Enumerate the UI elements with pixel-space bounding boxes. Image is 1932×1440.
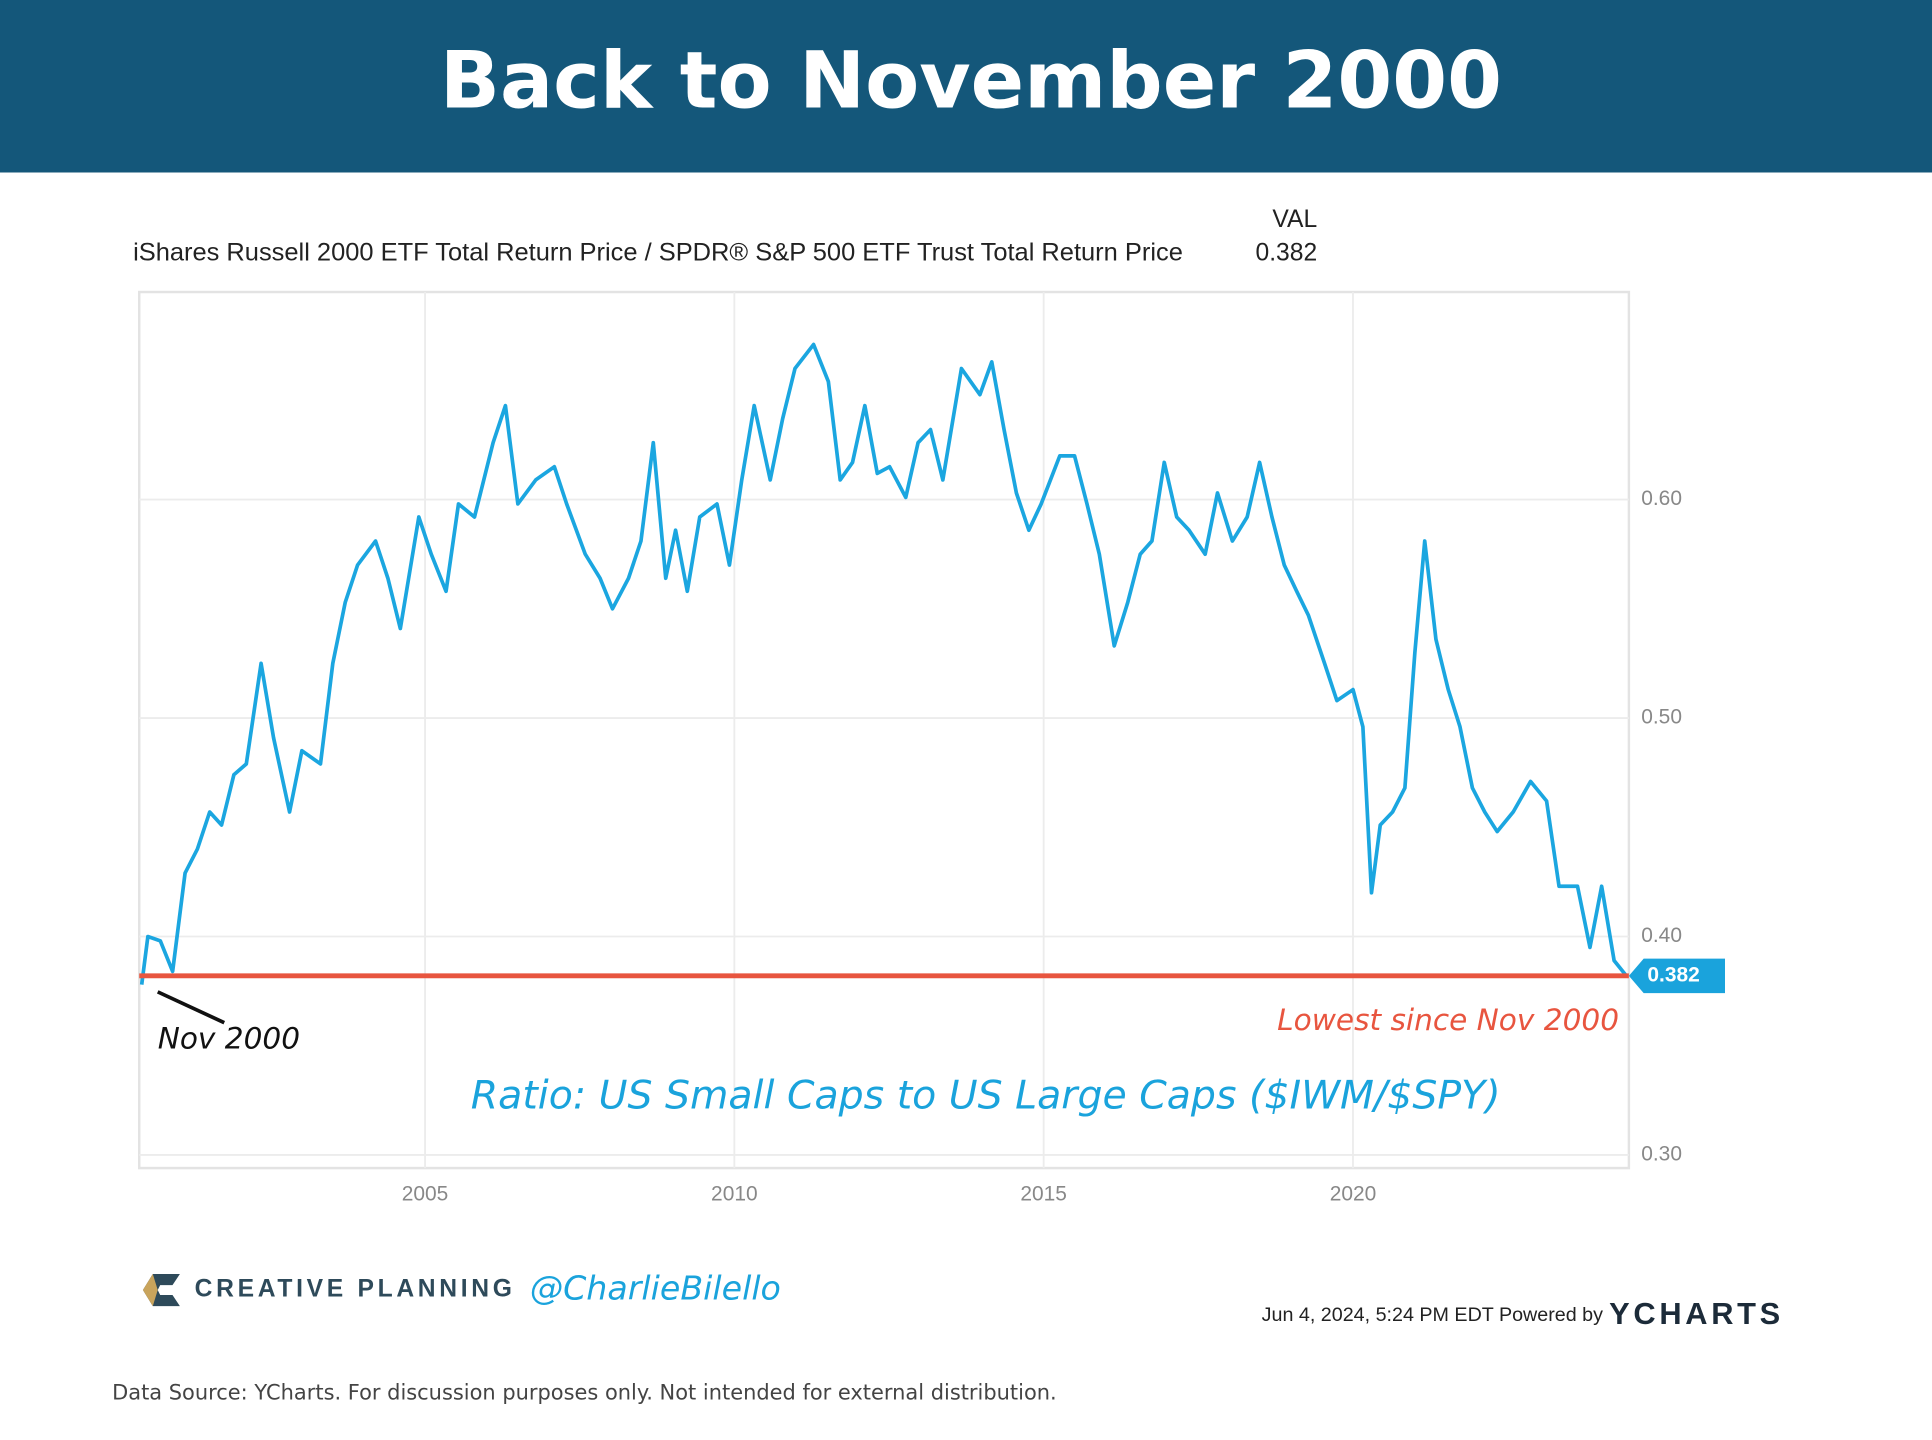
timestamp: Jun 4, 2024, 5:24 PM EDT Powered by — [1262, 1304, 1603, 1326]
handle: @CharlieBilello — [530, 1269, 781, 1308]
value-tag — [1628, 958, 1725, 994]
source-note: Data Source: YCharts. For discussion pur… — [112, 1381, 1057, 1405]
annotation-start: Nov 2000 — [158, 1021, 300, 1055]
chart-title: Back to November 2000 — [440, 35, 1502, 127]
logo-accent — [142, 1274, 158, 1307]
provider: YCHARTS — [1609, 1296, 1784, 1331]
x-tick-label: 2010 — [711, 1183, 758, 1206]
series-line — [139, 342, 1628, 985]
x-tick-label: 2015 — [1020, 1183, 1067, 1206]
logo — [142, 1274, 180, 1307]
annotation-pointer — [156, 990, 226, 1025]
plot-frame — [138, 290, 1631, 1170]
value-tag-label: 0.382 — [1647, 963, 1699, 986]
legend-value: 0.382 — [1256, 239, 1318, 266]
y-tick-label: 0.60 — [1641, 487, 1682, 510]
x-tick-label: 2005 — [402, 1183, 449, 1206]
y-tick-label: 0.40 — [1641, 924, 1682, 947]
brand: CREATIVE PLANNING — [195, 1276, 516, 1303]
reference-label: Lowest since Nov 2000 — [1277, 1003, 1619, 1037]
y-tick-label: 0.30 — [1641, 1142, 1682, 1165]
y-tick-label: 0.50 — [1641, 706, 1682, 729]
header-band — [0, 0, 1932, 173]
legend-header: VAL — [1272, 206, 1317, 233]
x-tick-label: 2020 — [1330, 1183, 1377, 1206]
legend-series: iShares Russell 2000 ETF Total Return Pr… — [133, 239, 1183, 266]
annotation-caption: Ratio: US Small Caps to US Large Caps ($… — [471, 1072, 1501, 1118]
